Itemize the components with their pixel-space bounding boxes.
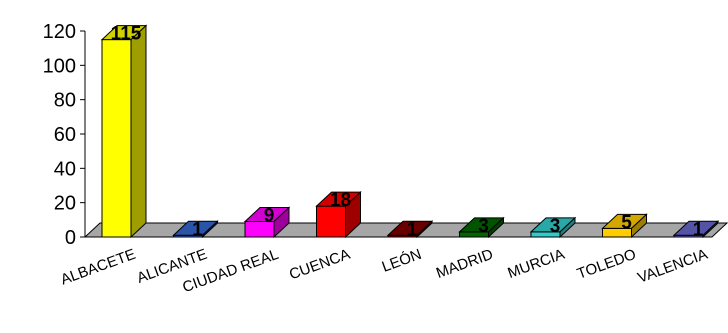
y-tick-label: 120 (43, 21, 76, 43)
bar-side (631, 213, 647, 239)
bar (315, 190, 362, 239)
y-tick-label: 100 (43, 55, 76, 77)
data-label: 3 (550, 216, 561, 237)
y-tick-label: 60 (54, 124, 76, 146)
category-label: MADRID (434, 246, 496, 282)
bar-front (101, 39, 132, 238)
bar-side (416, 220, 433, 239)
bar-side (273, 206, 290, 239)
category-label: ALBACETE (58, 246, 137, 289)
category-label: MURCIA (505, 246, 566, 282)
bar (100, 24, 148, 239)
category-label: CUENCA (287, 246, 352, 284)
bar (529, 216, 577, 239)
bar (243, 206, 291, 239)
bar (386, 220, 434, 239)
data-label: 1 (192, 219, 203, 240)
bar-side (488, 216, 504, 239)
data-label: 9 (264, 206, 275, 227)
y-tick-label: 20 (54, 193, 76, 215)
category-label: LEÓN (380, 246, 424, 276)
bar (458, 216, 505, 239)
data-labels: 115 1 9 18 1 3 3 5 1 (111, 24, 704, 241)
data-label: 18 (330, 190, 351, 211)
y-tick-label: 0 (65, 227, 76, 249)
bar (672, 220, 720, 239)
bar-side (559, 216, 576, 239)
bar (601, 213, 648, 239)
data-label: 1 (693, 219, 704, 240)
bar-side (345, 190, 361, 239)
data-label: 5 (621, 212, 632, 233)
bar-side (202, 220, 218, 239)
category-label: VALENCIA (635, 246, 710, 287)
y-tick-label: 40 (54, 158, 76, 180)
data-label: 115 (111, 24, 142, 45)
bar (172, 220, 219, 239)
data-label: 1 (407, 219, 418, 240)
y-axis: 0 20 40 60 80 100 120 (43, 21, 86, 249)
bar-side (702, 220, 719, 239)
bar-side (130, 24, 147, 239)
data-label: 3 (478, 216, 489, 237)
category-label: TOLEDO (575, 246, 639, 283)
bars (100, 24, 720, 239)
y-tick-label: 80 (54, 90, 76, 112)
